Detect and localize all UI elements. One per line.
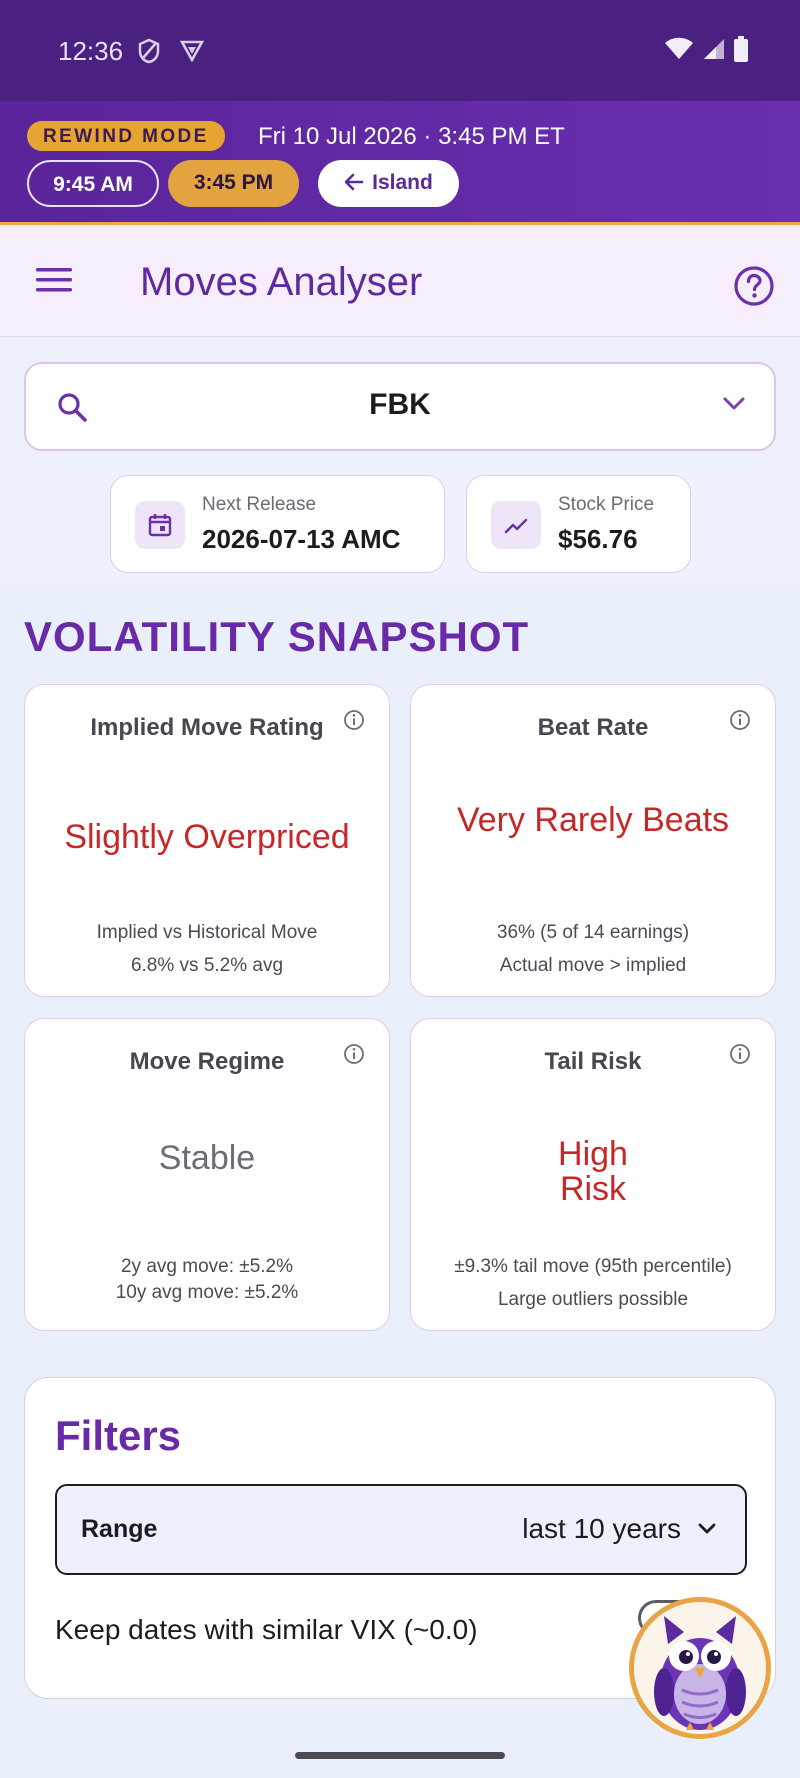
info-icon[interactable] <box>729 1043 751 1065</box>
next-release-label: Next Release <box>202 494 317 515</box>
trend-icon-box <box>491 501 541 549</box>
rewind-datetime: Fri 10 Jul 2026 · 3:45 PM ET <box>258 123 565 150</box>
stock-price-label: Stock Price <box>558 494 655 515</box>
card-subtitle: ±9.3% tail move (95th percentile) <box>454 1256 732 1277</box>
home-indicator[interactable] <box>295 1752 505 1759</box>
search-icon <box>58 393 87 422</box>
card-detail: Actual move > implied <box>499 955 687 976</box>
rewind-banner: REWIND MODE Fri 10 Jul 2026 · 3:45 PM ET… <box>0 101 800 225</box>
card-title: Beat Rate <box>537 714 649 741</box>
page-title: Moves Analyser <box>140 260 423 304</box>
info-icon[interactable] <box>729 709 751 731</box>
status-bar: 12:36 <box>0 0 800 101</box>
trending-up-icon <box>504 518 528 534</box>
card-detail: 6.8% vs 5.2% avg <box>130 955 284 976</box>
vpn-icon <box>180 40 204 62</box>
island-label: Island <box>372 171 433 194</box>
owl-icon <box>654 1616 746 1730</box>
hamburger-menu-icon <box>36 268 72 292</box>
section-title: VOLATILITY SNAPSHOT <box>24 613 530 660</box>
card-value: Stable <box>158 1139 256 1177</box>
card-detail: Large outliers possible <box>497 1289 689 1310</box>
card-subtitle: Implied vs Historical Move <box>96 922 318 943</box>
similar-vix-label: Keep dates with similar VIX (~0.0) <box>55 1614 478 1645</box>
info-icon[interactable] <box>343 709 365 731</box>
status-time: 12:36 <box>58 36 124 66</box>
next-release-value: 2026-07-13 AMC <box>202 524 401 554</box>
help-icon[interactable] <box>733 265 775 307</box>
ticker-value: FBK <box>369 388 431 421</box>
card-value: Slightly Overpriced <box>64 818 350 856</box>
chevron-down-icon <box>698 1523 716 1534</box>
move-regime-card[interactable]: Move Regime Stable 2y avg move: ±5.2% 10… <box>24 1018 390 1331</box>
card-subtitle: 2y avg move: ±5.2% <box>120 1256 293 1277</box>
ticker-search-field[interactable]: FBK <box>24 362 776 451</box>
card-value: High Risk <box>558 1135 628 1208</box>
filters-title: Filters <box>55 1412 182 1459</box>
card-title: Move Regime <box>129 1048 285 1075</box>
card-subtitle: 36% (5 of 14 earnings) <box>496 922 690 943</box>
info-icon[interactable] <box>343 1043 365 1065</box>
tail-risk-card[interactable]: Tail Risk High Risk ±9.3% tail move (95t… <box>410 1018 776 1331</box>
app-bar: Moves Analyser <box>0 228 800 337</box>
chevron-down-icon[interactable] <box>722 396 746 412</box>
wifi-icon <box>665 37 693 59</box>
implied-move-rating-card[interactable]: Implied Move Rating Slightly Overpriced … <box>24 684 390 997</box>
time-chip-9-45-am[interactable]: 9:45 AM <box>27 160 159 207</box>
card-value: Very Rarely Beats <box>456 801 730 839</box>
rewind-mode-badge: REWIND MODE <box>27 121 225 151</box>
owl-mascot-button[interactable] <box>629 1597 771 1739</box>
card-title: Tail Risk <box>544 1048 642 1075</box>
range-label: Range <box>81 1515 158 1543</box>
card-title: Implied Move Rating <box>90 714 324 741</box>
calendar-icon-box <box>135 501 185 549</box>
arrow-left-icon <box>344 173 364 191</box>
signal-icon <box>704 39 724 59</box>
stock-price-card: Stock Price $56.76 <box>466 475 691 573</box>
calendar-icon <box>148 514 172 537</box>
stock-price-value: $56.76 <box>558 524 638 554</box>
menu-button[interactable] <box>35 265 73 297</box>
time-chip-3-45-pm[interactable]: 3:45 PM <box>168 160 299 207</box>
beat-rate-card[interactable]: Beat Rate Very Rarely Beats 36% (5 of 14… <box>410 684 776 997</box>
shield-icon <box>138 38 160 64</box>
card-detail: 10y avg move: ±5.2% <box>115 1282 299 1303</box>
status-right <box>664 36 748 62</box>
range-select[interactable]: Range last 10 years <box>55 1484 747 1575</box>
island-button[interactable]: Island <box>318 160 459 207</box>
range-value: last 10 years <box>522 1513 681 1544</box>
next-release-card: Next Release 2026-07-13 AMC <box>110 475 445 573</box>
battery-icon <box>734 36 748 62</box>
